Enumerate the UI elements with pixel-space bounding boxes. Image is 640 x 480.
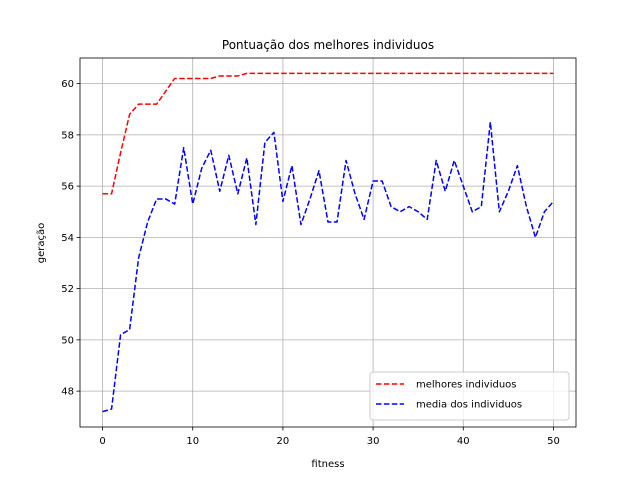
- x-tick-label: 30: [367, 436, 380, 447]
- legend: melhores individuos media dos individuos: [369, 371, 570, 421]
- legend-box: [369, 371, 570, 421]
- y-tick-label: 50: [61, 335, 74, 346]
- y-axis-label: geração: [36, 223, 47, 263]
- y-tick-label: 60: [61, 79, 74, 90]
- y-tick-label: 58: [61, 130, 74, 141]
- ticks: 0 10 20 30 40 50 48 50 52 54 56 58 60: [61, 79, 560, 447]
- grid: [80, 58, 576, 427]
- x-tick-label: 0: [99, 436, 105, 447]
- y-tick-label: 56: [61, 182, 74, 193]
- x-tick-label: 40: [457, 436, 470, 447]
- y-tick-label: 54: [61, 233, 74, 244]
- series-layer: [102, 72, 555, 413]
- y-tick-label: 48: [61, 387, 74, 398]
- series-line-media-dos-individuos: [102, 121, 555, 413]
- y-tick-label: 52: [61, 284, 74, 295]
- plot-frame: [79, 57, 577, 428]
- x-tick-label: 20: [277, 436, 290, 447]
- x-tick-label: 50: [547, 436, 560, 447]
- legend-label: media dos individuos: [416, 400, 522, 411]
- chart-title: Pontuação dos melhores individuos: [222, 38, 434, 52]
- x-axis-label: fitness: [311, 459, 344, 470]
- x-tick-label: 10: [186, 436, 199, 447]
- legend-label: melhores individuos: [416, 380, 517, 391]
